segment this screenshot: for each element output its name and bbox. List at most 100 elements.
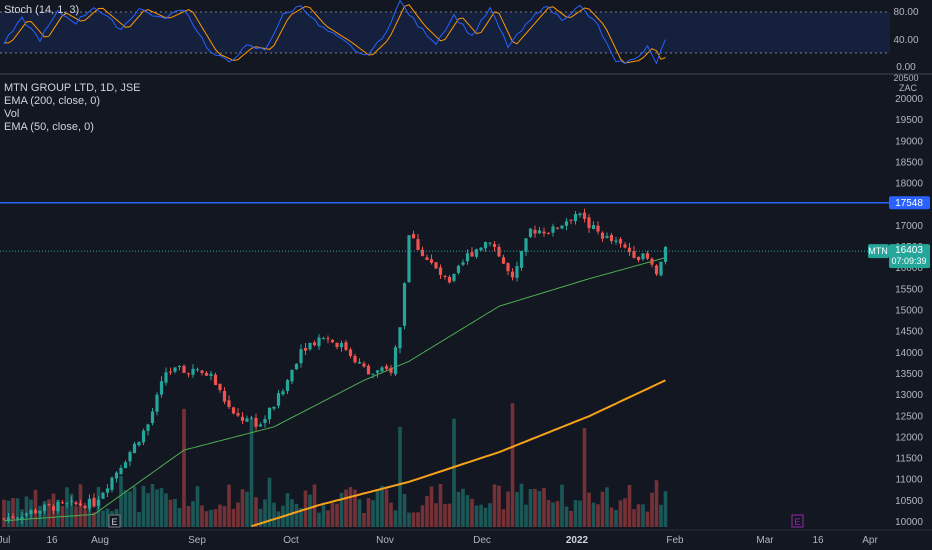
candle[interactable]: [636, 256, 641, 261]
candle[interactable]: [51, 506, 56, 511]
candle[interactable]: [177, 366, 182, 368]
candle[interactable]: [141, 430, 146, 443]
candle[interactable]: [416, 239, 420, 251]
candle[interactable]: [587, 217, 591, 228]
stochastic-pane[interactable]: 80.00 40.00 0.00: [0, 0, 919, 73]
candle[interactable]: [240, 416, 245, 421]
candle[interactable]: [348, 349, 353, 356]
candle[interactable]: [591, 225, 596, 230]
candle[interactable]: [254, 417, 258, 427]
candle[interactable]: [326, 338, 330, 340]
candle[interactable]: [263, 419, 267, 424]
candle[interactable]: [123, 462, 128, 469]
stoch-d-line[interactable]: [4, 4, 666, 64]
time-axis[interactable]: Jul 16 Aug Sep Oct Nov Dec 2022 Feb Mar 16 Apr: [0, 535, 878, 546]
candle[interactable]: [60, 502, 65, 504]
candle[interactable]: [236, 413, 240, 416]
candle[interactable]: [168, 371, 173, 373]
candle[interactable]: [24, 513, 29, 516]
candle[interactable]: [128, 452, 132, 462]
candle[interactable]: [308, 342, 312, 350]
candle[interactable]: [191, 368, 195, 375]
volume-legend[interactable]: Vol: [4, 108, 20, 120]
candle[interactable]: [29, 510, 33, 515]
candle[interactable]: [83, 505, 87, 509]
candle[interactable]: [33, 510, 38, 514]
candle[interactable]: [42, 504, 47, 511]
candle[interactable]: [551, 226, 555, 233]
candle[interactable]: [573, 213, 578, 222]
candle[interactable]: [204, 372, 209, 376]
candle[interactable]: [11, 516, 15, 519]
candle[interactable]: [582, 212, 587, 219]
candle[interactable]: [312, 342, 317, 346]
candle[interactable]: [443, 275, 447, 277]
candle[interactable]: [15, 517, 20, 519]
candle[interactable]: [339, 343, 344, 348]
candle[interactable]: [389, 367, 393, 373]
candle[interactable]: [515, 266, 519, 278]
candle[interactable]: [227, 400, 231, 408]
candle[interactable]: [533, 229, 537, 234]
candle[interactable]: [447, 276, 452, 283]
candle[interactable]: [92, 497, 96, 507]
earnings-marker-past[interactable]: E: [108, 514, 121, 528]
candle[interactable]: [290, 369, 294, 382]
candle[interactable]: [456, 265, 461, 273]
candle[interactable]: [231, 407, 236, 414]
candle[interactable]: [438, 267, 443, 275]
candle[interactable]: [200, 370, 204, 373]
candle[interactable]: [362, 363, 366, 367]
candle[interactable]: [285, 380, 290, 391]
candle[interactable]: [420, 249, 425, 256]
candle[interactable]: [218, 383, 222, 391]
candle[interactable]: [506, 263, 510, 272]
candle[interactable]: [501, 257, 506, 264]
candle[interactable]: [479, 247, 483, 251]
candle[interactable]: [150, 411, 155, 424]
candle[interactable]: [654, 265, 659, 275]
stoch-legend[interactable]: Stoch (14, 1, 3): [4, 4, 80, 16]
candle[interactable]: [627, 247, 632, 253]
ema50-line[interactable]: [3, 257, 666, 522]
candle[interactable]: [96, 499, 101, 506]
candle[interactable]: [569, 219, 573, 221]
candle[interactable]: [659, 261, 663, 276]
ema200-legend[interactable]: EMA (200, close, 0): [4, 95, 100, 107]
candle[interactable]: [492, 244, 497, 247]
candle[interactable]: [465, 253, 470, 262]
candle[interactable]: [299, 349, 303, 364]
candle[interactable]: [132, 443, 137, 454]
candle[interactable]: [110, 477, 114, 490]
candle[interactable]: [564, 221, 569, 226]
candle[interactable]: [38, 510, 42, 514]
candle[interactable]: [380, 367, 384, 372]
stoch-k-line[interactable]: [3, 0, 666, 65]
candle[interactable]: [519, 251, 524, 268]
candle[interactable]: [245, 418, 249, 422]
earnings-marker-future[interactable]: E: [791, 514, 804, 528]
candle[interactable]: [294, 363, 299, 370]
candle[interactable]: [303, 348, 308, 351]
candle[interactable]: [497, 246, 501, 257]
candle[interactable]: [524, 238, 528, 252]
candle[interactable]: [146, 424, 150, 431]
candle[interactable]: [393, 347, 398, 375]
candle[interactable]: [321, 338, 326, 340]
candle[interactable]: [69, 500, 74, 502]
candle[interactable]: [101, 492, 105, 499]
candle[interactable]: [411, 234, 416, 239]
candle[interactable]: [357, 362, 362, 364]
candle[interactable]: [384, 366, 389, 369]
candle[interactable]: [375, 370, 380, 373]
candle[interactable]: [488, 242, 492, 244]
candle[interactable]: [371, 373, 375, 375]
candle[interactable]: [56, 502, 60, 512]
candle[interactable]: [407, 235, 411, 283]
candle[interactable]: [641, 253, 645, 260]
candle[interactable]: [87, 498, 92, 509]
candle[interactable]: [578, 213, 582, 216]
candle[interactable]: [330, 339, 335, 343]
candle[interactable]: [186, 373, 191, 375]
candle[interactable]: [542, 231, 546, 234]
